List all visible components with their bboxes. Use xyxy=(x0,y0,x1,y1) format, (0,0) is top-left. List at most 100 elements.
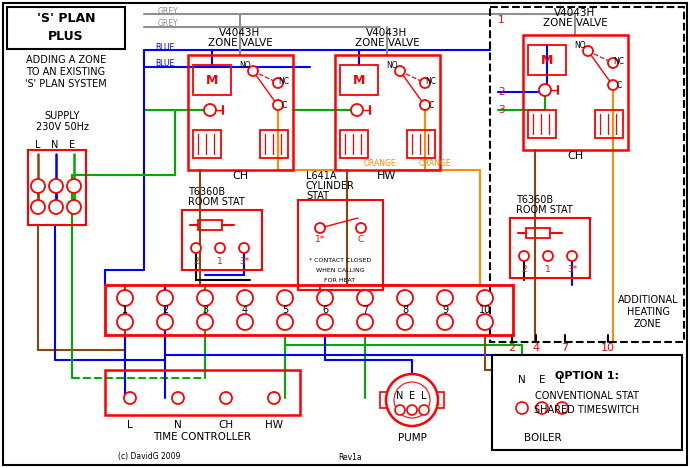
Text: E: E xyxy=(539,375,545,385)
Circle shape xyxy=(394,382,430,418)
Text: CONVENTIONAL STAT: CONVENTIONAL STAT xyxy=(535,391,639,401)
Text: N: N xyxy=(518,375,526,385)
Bar xyxy=(407,130,435,158)
Circle shape xyxy=(395,66,405,76)
Text: V4043H: V4043H xyxy=(554,8,595,18)
Text: 1: 1 xyxy=(498,15,504,25)
Text: C: C xyxy=(428,101,433,110)
Bar xyxy=(492,355,682,450)
Text: NO: NO xyxy=(574,42,586,51)
Circle shape xyxy=(357,314,373,330)
Text: 10: 10 xyxy=(601,343,615,353)
Circle shape xyxy=(237,314,253,330)
Circle shape xyxy=(516,402,528,414)
Text: 2: 2 xyxy=(162,305,168,315)
Text: 1*: 1* xyxy=(315,235,325,244)
Text: T6360B: T6360B xyxy=(516,195,553,205)
Circle shape xyxy=(556,402,568,414)
Text: M: M xyxy=(206,73,218,87)
Circle shape xyxy=(277,314,293,330)
Bar xyxy=(436,392,444,408)
Text: L: L xyxy=(127,420,133,430)
Text: 230V 50Hz: 230V 50Hz xyxy=(35,122,88,132)
Bar xyxy=(595,110,623,138)
Text: BLUE: BLUE xyxy=(155,43,175,51)
Text: ZONE VALVE: ZONE VALVE xyxy=(355,38,420,48)
Text: N: N xyxy=(51,140,59,150)
Text: 6: 6 xyxy=(322,305,328,315)
Text: 2: 2 xyxy=(193,257,199,266)
Bar xyxy=(528,110,556,138)
Text: TO AN EXISTING: TO AN EXISTING xyxy=(26,67,106,77)
Text: C: C xyxy=(616,80,622,89)
Text: ADDING A ZONE: ADDING A ZONE xyxy=(26,55,106,65)
Circle shape xyxy=(31,200,45,214)
Bar xyxy=(193,130,221,158)
Bar xyxy=(510,388,575,426)
Text: ZONE VALVE: ZONE VALVE xyxy=(208,38,273,48)
Text: 3: 3 xyxy=(202,305,208,315)
Circle shape xyxy=(273,78,283,88)
Text: L: L xyxy=(559,375,565,385)
Circle shape xyxy=(419,405,429,415)
Circle shape xyxy=(117,314,133,330)
Circle shape xyxy=(420,78,430,88)
Text: 4: 4 xyxy=(533,343,540,353)
Text: C: C xyxy=(282,101,286,110)
Circle shape xyxy=(397,314,413,330)
Circle shape xyxy=(220,392,232,404)
Circle shape xyxy=(117,290,133,306)
Bar xyxy=(260,130,288,158)
Text: 'S' PLAN: 'S' PLAN xyxy=(37,13,95,25)
Text: CYLINDER: CYLINDER xyxy=(306,181,355,191)
Bar xyxy=(193,65,231,95)
Circle shape xyxy=(608,58,618,68)
Bar xyxy=(28,150,86,225)
Text: NO: NO xyxy=(239,61,250,71)
Text: 7: 7 xyxy=(362,305,368,315)
Circle shape xyxy=(49,200,63,214)
Text: STAT: STAT xyxy=(306,191,329,201)
Text: ZONE: ZONE xyxy=(634,319,662,329)
Circle shape xyxy=(248,66,258,76)
Text: M: M xyxy=(541,53,553,66)
Circle shape xyxy=(395,405,405,415)
Circle shape xyxy=(157,290,173,306)
Circle shape xyxy=(49,179,63,193)
Bar xyxy=(510,218,590,278)
Circle shape xyxy=(386,374,438,426)
Text: Rev1a: Rev1a xyxy=(338,453,362,461)
Text: 1: 1 xyxy=(217,257,223,266)
Circle shape xyxy=(583,46,593,56)
Text: PUMP: PUMP xyxy=(397,433,426,443)
Circle shape xyxy=(197,314,213,330)
Text: GREY: GREY xyxy=(158,7,178,15)
Text: CH: CH xyxy=(232,171,248,181)
Text: HEATING: HEATING xyxy=(627,307,669,317)
Circle shape xyxy=(239,243,249,253)
Text: NC: NC xyxy=(426,76,437,86)
Bar xyxy=(198,220,222,230)
Text: ROOM STAT: ROOM STAT xyxy=(516,205,573,215)
Circle shape xyxy=(608,80,618,90)
Circle shape xyxy=(437,290,453,306)
Circle shape xyxy=(351,104,363,116)
Bar xyxy=(182,210,262,270)
Text: ZONE VALVE: ZONE VALVE xyxy=(542,18,607,28)
Text: C: C xyxy=(358,235,364,244)
Text: 'S' PLAN SYSTEM: 'S' PLAN SYSTEM xyxy=(25,79,107,89)
Text: CH: CH xyxy=(219,420,233,430)
Circle shape xyxy=(356,223,366,233)
Text: E: E xyxy=(69,140,75,150)
Text: 3*: 3* xyxy=(567,265,577,275)
Bar xyxy=(380,392,388,408)
Text: 2: 2 xyxy=(498,87,504,97)
Text: T6360B: T6360B xyxy=(188,187,225,197)
Text: 3*: 3* xyxy=(239,257,249,266)
Bar xyxy=(490,7,684,342)
Text: HW: HW xyxy=(265,420,283,430)
Text: ADDITIONAL: ADDITIONAL xyxy=(618,295,678,305)
Circle shape xyxy=(191,243,201,253)
Text: 4: 4 xyxy=(242,305,248,315)
Circle shape xyxy=(567,251,577,261)
